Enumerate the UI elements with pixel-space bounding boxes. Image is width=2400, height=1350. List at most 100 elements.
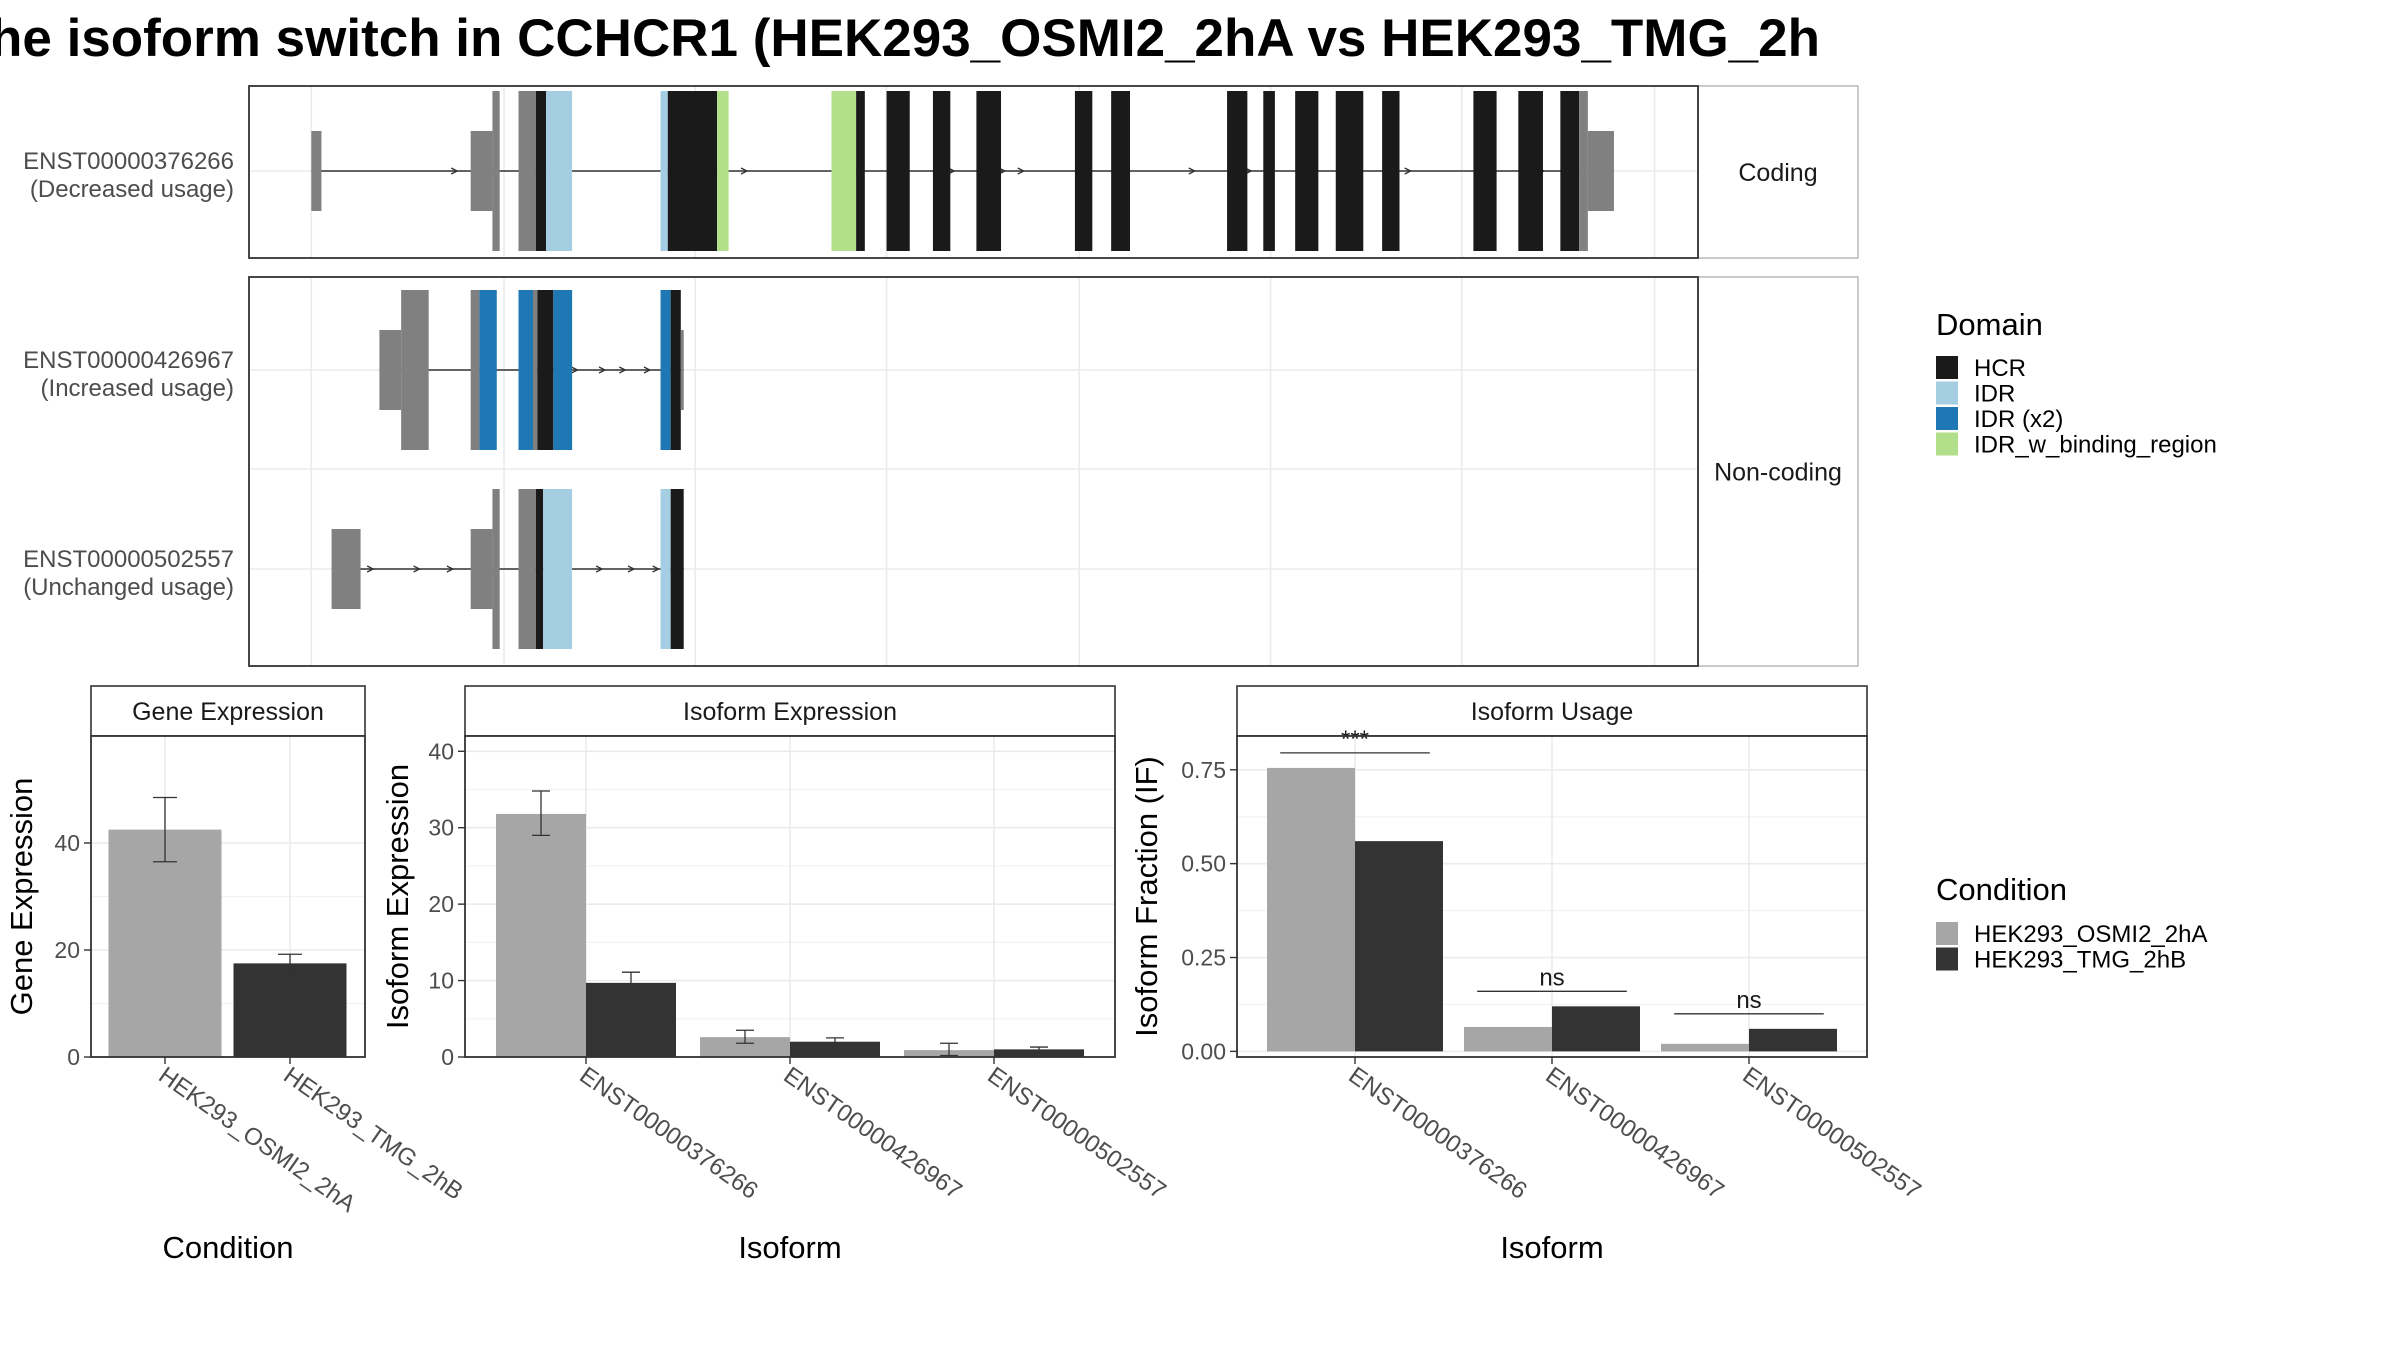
transcript-name-label: ENST00000376266: [23, 148, 234, 175]
panel-strip: [464, 685, 1116, 737]
legend-key-domain: [1936, 432, 1958, 456]
strand-arrow: [571, 366, 579, 374]
exon-block: [479, 290, 497, 450]
legend-key-domain: [1936, 356, 1958, 379]
y-tick-label: 0.00: [1181, 1038, 1226, 1064]
bar: [108, 829, 222, 1057]
exon-block: [535, 91, 547, 251]
legend-label-domain: HCR: [1974, 355, 2026, 382]
y-tick-label: 20: [428, 891, 454, 917]
exon-block: [553, 290, 573, 450]
isoform-usage-panel: Isoform Usage *** ns ns 0.00 0.25 0.50 0.75 ENST…: [1129, 685, 1926, 1265]
exon-block: [932, 91, 951, 251]
exon-block: [518, 489, 536, 649]
exon-block: [976, 91, 1002, 251]
strand-arrow: [652, 565, 661, 573]
legend-key-condition: [1936, 947, 1958, 971]
x-tick-label: ENST00000376266: [1344, 1062, 1532, 1205]
exon-block: [1111, 91, 1130, 251]
exon-block: [470, 131, 493, 211]
strand-arrow: [413, 565, 421, 573]
exon-block: [1382, 91, 1400, 251]
exon-block: [660, 91, 668, 251]
bar: [790, 1041, 880, 1057]
y-tick-label: 0.25: [1181, 945, 1226, 971]
panel-strip-title: Gene Expression: [132, 698, 324, 726]
exon-block: [670, 489, 684, 649]
strand-arrow: [450, 167, 459, 175]
strand-arrow: [598, 366, 607, 374]
x-tick-label: ENST00000502557: [983, 1062, 1171, 1205]
exon-block: [470, 290, 480, 450]
y-tick-label: 0.75: [1181, 757, 1226, 783]
strand-arrow: [1017, 167, 1026, 175]
x-tick-label: HEK293_OSMI2_2hA: [154, 1062, 361, 1218]
exon-block: [667, 91, 718, 251]
exon-block: [680, 330, 684, 410]
y-axis-title: Gene Expression: [4, 778, 39, 1016]
isoform-expression-panel: Isoform Expression 0 10 20 30 40 ENST000003762…: [380, 685, 1171, 1265]
x-tick-label: ENST00000376266: [575, 1062, 763, 1205]
x-tick-label: ENST00000502557: [1738, 1062, 1926, 1205]
y-axis-title: Isoform Fraction (IF): [1129, 756, 1164, 1037]
transcript-usage-label: (Decreased usage): [30, 176, 234, 203]
y-tick-label: 30: [428, 815, 454, 841]
legend-title-domain: Domain: [1936, 307, 2043, 342]
legend-label-domain: IDR: [1974, 381, 2015, 408]
exon-block: [535, 489, 544, 649]
legend-label-domain: IDR_w_binding_region: [1974, 432, 2217, 459]
exon-block: [331, 529, 361, 609]
exon-block: [1335, 91, 1364, 251]
bar: [1464, 1026, 1552, 1052]
transcript-panel-border: [248, 85, 1699, 259]
panel-strip-title: Isoform Expression: [683, 698, 897, 726]
legend-label-condition: HEK293_OSMI2_2hA: [1974, 921, 2207, 948]
figure-title: he isoform switch in CCHCR1 (HEK293_OSMI…: [0, 9, 1820, 68]
legend-label-domain: IDR (x2): [1974, 406, 2063, 433]
strand-arrow: [619, 366, 627, 374]
x-axis-title: Isoform: [1500, 1230, 1603, 1265]
transcript-name-label: ENST00000502557: [23, 546, 234, 573]
y-tick-label: 0: [441, 1044, 454, 1070]
y-tick-label: 40: [428, 738, 454, 764]
strand-arrow: [366, 565, 375, 573]
transcript-usage-label: (Unchanged usage): [23, 574, 234, 601]
panel-strip-title: Isoform Usage: [1471, 698, 1634, 726]
exon-block: [537, 290, 554, 450]
exon-block: [1560, 91, 1580, 251]
exon-block: [492, 91, 500, 251]
exon-block: [856, 91, 865, 251]
transcript-panel-bg: [249, 277, 1698, 666]
x-tick-label: ENST00000426967: [1541, 1062, 1729, 1205]
plot-border: [90, 735, 366, 1058]
exon-block: [1587, 131, 1614, 211]
significance-label: ns: [1736, 987, 1761, 1014]
legend-title-condition: Condition: [1936, 872, 2067, 907]
exon-block: [1263, 91, 1275, 251]
legend-key-domain: [1936, 381, 1958, 405]
exon-block: [1074, 91, 1093, 251]
bar: [496, 813, 586, 1057]
transcript-structure-plot: Coding Non-coding ENST00000376266(Decrease…: [23, 85, 1859, 667]
transcript-usage-label: (Increased usage): [41, 375, 234, 402]
bar: [1267, 767, 1355, 1052]
y-tick-label: 40: [54, 830, 80, 856]
bar: [1552, 1006, 1640, 1052]
x-tick-label: ENST00000426967: [779, 1062, 967, 1205]
y-tick-label: 20: [54, 937, 80, 963]
bar: [1355, 841, 1443, 1052]
strand-arrow: [1188, 167, 1197, 175]
exon-block: [533, 290, 538, 450]
panel-strip: [90, 685, 366, 737]
strand-arrow: [446, 565, 455, 573]
strand-arrow: [740, 167, 749, 175]
exon-block: [660, 290, 671, 450]
y-tick-label: 0.50: [1181, 851, 1226, 877]
exon-block: [831, 91, 857, 251]
bar: [994, 1049, 1084, 1057]
strand-arrow: [1404, 167, 1413, 175]
exon-block: [1518, 91, 1543, 251]
exon-block: [492, 489, 500, 649]
